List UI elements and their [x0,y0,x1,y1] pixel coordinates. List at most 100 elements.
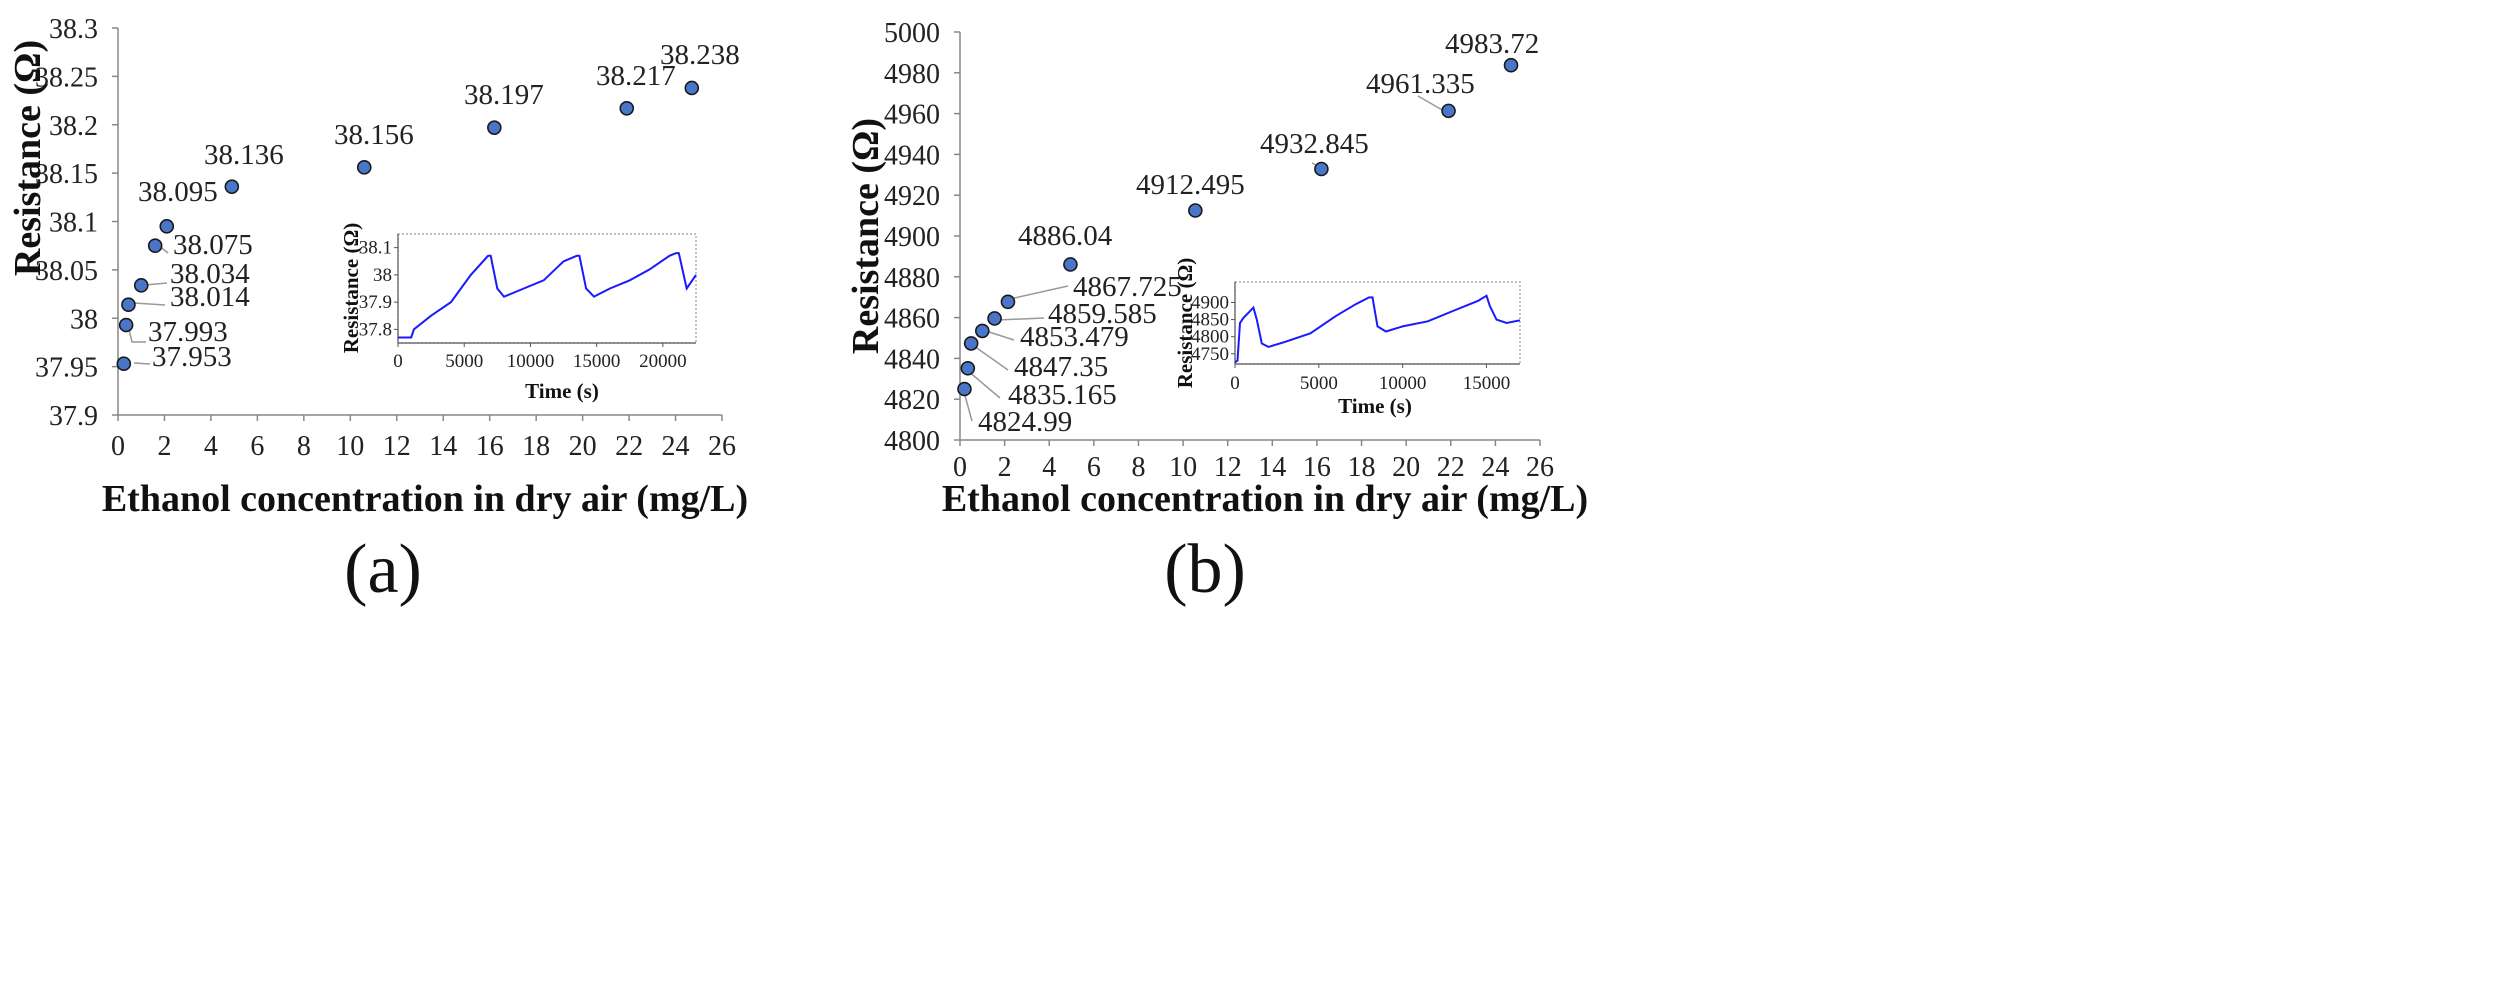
data-label: 4867.725 [1073,271,1182,303]
y-axis-title: Resistance (Ω) [845,118,887,354]
x-tick-label: 26 [1526,452,1554,483]
inset-y-tick-label: 37.8 [359,319,392,340]
x-tick-label: 26 [708,431,736,462]
inset-series-line [1234,294,1521,364]
x-tick-label: 10 [1169,452,1197,483]
x-tick-label: 24 [662,431,690,462]
y-tick-label: 4840 [884,344,940,375]
x-axis-title: Ethanol concentration in dry air (mg/L) [102,478,748,520]
x-tick-label: 14 [1258,452,1286,483]
inset-chart: 38.1 38 37.9 37.80 5000 10000 15000 20000 Time (… [339,223,697,403]
leader-line [985,330,1015,341]
data-label: 38.197 [464,79,544,111]
x-tick-label: 4 [204,431,218,462]
leader-line [133,302,166,306]
data-label: 4824.99 [978,406,1072,438]
data-point [684,80,700,96]
leader-line [1417,95,1445,112]
data-point [356,160,372,175]
data-point [133,278,149,293]
y-tick-label: 4900 [884,222,940,253]
y-tick-label: 4800 [884,426,940,457]
y-tick-label: 4960 [884,100,940,131]
data-label: 38.156 [334,119,414,151]
inset-series-line [398,252,697,339]
inset-y-axis-title: Resistance (Ω) [1173,258,1197,389]
x-tick-label: 8 [297,431,311,462]
data-label: 4932.845 [1260,128,1369,160]
x-tick-label: 16 [476,431,504,462]
x-tick-label: 22 [615,431,643,462]
data-point [960,360,976,376]
y-tick-label: 4920 [884,181,940,212]
inset-y-tick-label: 38 [373,265,392,286]
leader-line [967,370,1001,399]
leader-line [963,391,973,422]
data-label: 38.217 [596,60,676,92]
x-tick-label: 24 [1481,452,1509,483]
data-label: 4912.495 [1136,169,1245,201]
y-tick-label: 37.95 [35,353,98,384]
x-tick-label: 4 [1042,452,1056,483]
x-tick-label: 10 [336,431,364,462]
data-label: 38.014 [170,281,250,313]
inset-x-axis-title: Time (s) [525,379,599,403]
leader-line [973,345,1009,371]
inset-y-tick-label: 4750 [1191,344,1229,365]
data-point [487,120,502,135]
data-label: 38.095 [138,176,218,208]
y-tick-label: 4860 [884,304,940,335]
data-label: 4961.335 [1366,68,1475,100]
inset-x-tick-label: 10000 [507,351,555,372]
x-tick-label: 20 [569,431,597,462]
inset-x-tick-label: 20000 [639,351,687,372]
x-tick-label: 14 [429,431,457,462]
x-axis-title: Ethanol concentration in dry air (mg/L) [942,478,1588,520]
panel-label: (b) [1164,531,1246,608]
panel-b: 5000498049604940492049004880486048404820… [845,18,1588,608]
data-label: 37.993 [148,316,228,348]
y-tick-label: 38.15 [35,159,98,190]
data-label: 37.953 [152,341,232,373]
y-tick-label: 4820 [884,385,940,416]
data-point [116,356,132,372]
inset-x-tick-label: 5000 [445,351,483,372]
inset-x-axis-title: Time (s) [1338,394,1412,418]
data-point [121,297,136,313]
data-label: 4859.585 [1048,298,1157,330]
data-point [975,323,990,339]
data-label: 38.034 [170,258,250,290]
data-point [619,101,635,116]
inset-x-tick-label: 0 [393,351,403,372]
inset-y-tick-label: 4800 [1191,327,1229,348]
data-point [1503,57,1519,73]
data-label: 4847.35 [1014,351,1108,383]
y-tick-label: 37.9 [49,401,98,432]
inset-y-tick-label: 37.9 [359,292,392,313]
y-tick-label: 4880 [884,263,940,294]
y-tick-label: 38.2 [49,111,98,142]
inset-x-tick-label: 15000 [573,351,621,372]
data-point [159,219,175,234]
y-tick-label: 5000 [884,18,940,49]
x-tick-label: 6 [250,431,264,462]
inset-frame [397,233,697,344]
x-tick-label: 0 [111,431,125,462]
inset-y-tick-label: 4850 [1191,310,1229,331]
data-point [147,238,163,253]
data-label: 38.075 [173,229,253,261]
x-tick-label: 18 [1348,452,1376,483]
inset-y-tick-label: 4900 [1191,293,1229,314]
data-point [1441,103,1456,119]
x-tick-label: 0 [953,452,967,483]
data-label: 4853.479 [1020,321,1129,353]
x-tick-label: 20 [1392,452,1420,483]
x-tick-label: 12 [383,431,411,462]
y-tick-label: 38.05 [35,256,98,287]
data-point [118,317,134,333]
panel-a: 38.3 38.25 38.2 38.15 38.1 38.05 38 37.95 37.9 0 2… [7,14,748,608]
x-tick-label: 6 [1087,452,1101,483]
inset-x-tick-label: 0 [1230,373,1240,394]
